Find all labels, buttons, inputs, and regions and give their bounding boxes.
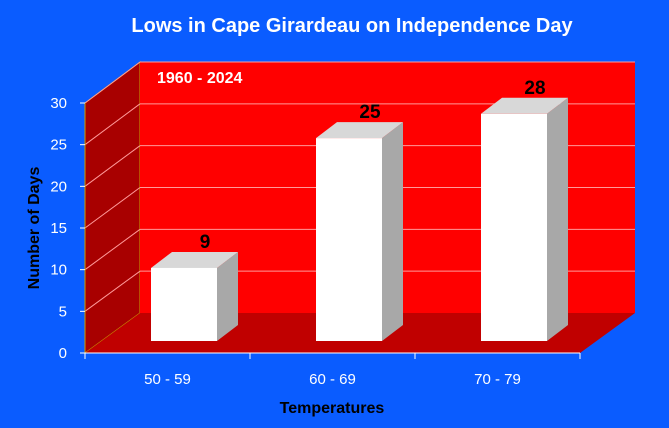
bar-side [382, 122, 403, 341]
bars: 9 25 28 [151, 78, 568, 342]
x-axis-label: Temperatures [280, 400, 385, 417]
x-axis: 50 - 59 60 - 69 70 - 79 [84, 352, 581, 388]
chart-subtitle: 1960 - 2024 [157, 70, 243, 87]
bar-top [481, 97, 568, 114]
y-tick-label: 5 [59, 303, 67, 320]
bar: 9 [151, 232, 238, 341]
y-tick-label: 25 [50, 137, 67, 154]
bar-side [547, 97, 568, 342]
chart-title: Lows in Cape Girardeau on Independence D… [131, 15, 573, 37]
y-tick-label: 0 [59, 345, 67, 362]
x-tick-label: 60 - 69 [309, 371, 356, 388]
x-tick-label: 70 - 79 [474, 371, 521, 388]
y-axis: 0 5 10 15 20 25 30 [50, 95, 86, 362]
bar-front [151, 267, 217, 341]
bar: 25 [316, 102, 403, 341]
data-label: 9 [200, 232, 211, 253]
data-label: 25 [359, 102, 381, 123]
y-tick-label: 10 [50, 262, 67, 279]
bar: 28 [481, 78, 568, 342]
y-tick-label: 30 [50, 95, 67, 112]
y-tick-label: 15 [50, 220, 67, 237]
x-tick-label: 50 - 59 [144, 371, 191, 388]
y-axis-label: Number of Days [26, 167, 43, 290]
bar-top [316, 122, 403, 139]
bar-side [217, 251, 238, 341]
bar-front [481, 113, 547, 342]
data-label: 28 [524, 78, 545, 99]
y-tick-label: 20 [50, 178, 67, 195]
gridline [84, 61, 635, 104]
bar-front [316, 138, 382, 341]
bar-top [151, 251, 238, 268]
